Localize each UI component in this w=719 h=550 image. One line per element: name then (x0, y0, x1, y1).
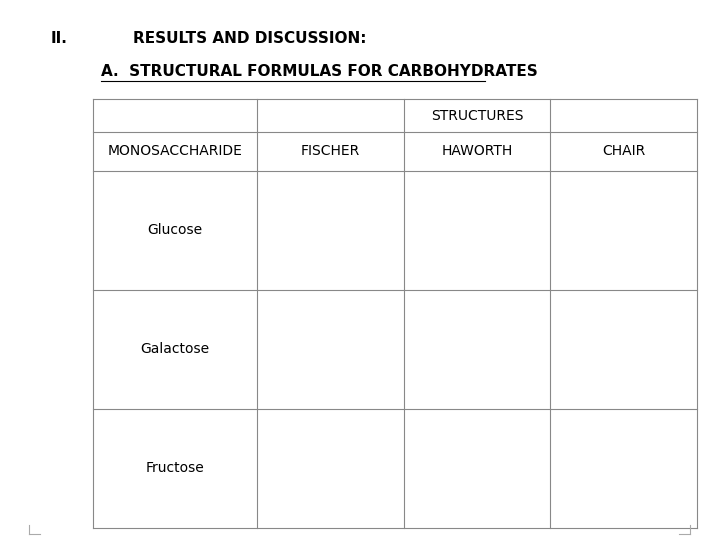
Text: STRUCTURES: STRUCTURES (431, 108, 523, 123)
Text: FISCHER: FISCHER (301, 144, 360, 158)
Text: II.: II. (50, 31, 67, 46)
Text: Galactose: Galactose (140, 342, 209, 356)
Text: HAWORTH: HAWORTH (441, 144, 513, 158)
Text: MONOSACCHARIDE: MONOSACCHARIDE (108, 144, 242, 158)
Text: RESULTS AND DISCUSSION:: RESULTS AND DISCUSSION: (133, 31, 367, 46)
Text: Fructose: Fructose (146, 461, 204, 475)
Text: A.  STRUCTURAL FORMULAS FOR CARBOHYDRATES: A. STRUCTURAL FORMULAS FOR CARBOHYDRATES (101, 64, 537, 79)
Text: CHAIR: CHAIR (603, 144, 646, 158)
Text: Glucose: Glucose (147, 223, 203, 237)
